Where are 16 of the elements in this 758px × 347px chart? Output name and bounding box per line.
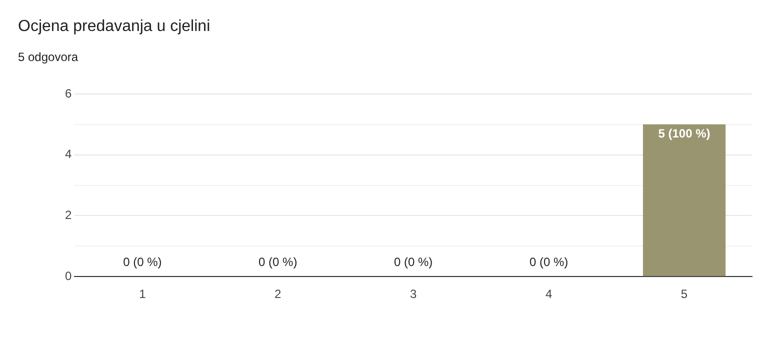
x-tick-label: 1: [139, 287, 146, 302]
data-label: 0 (0 %): [123, 254, 162, 269]
y-tick-label: 4: [64, 147, 72, 162]
y-tick-label: 6: [64, 86, 72, 100]
x-tick-label: 2: [274, 287, 282, 302]
chart-title: Ocjena predavanja u cjelini: [18, 18, 210, 36]
x-tick-label: 3: [410, 287, 417, 302]
chart-subtitle: 5 odgovora: [18, 50, 78, 64]
data-label: 0 (0 %): [394, 254, 433, 269]
data-label: 0 (0 %): [529, 254, 568, 269]
x-tick-label: 5: [680, 287, 688, 302]
y-tick-label: 2: [64, 208, 72, 222]
x-tick-label: 4: [545, 287, 552, 302]
data-label: 0 (0 %): [258, 254, 298, 269]
data-label: 5 (100 %): [658, 126, 710, 141]
y-tick-label: 0: [64, 268, 72, 283]
